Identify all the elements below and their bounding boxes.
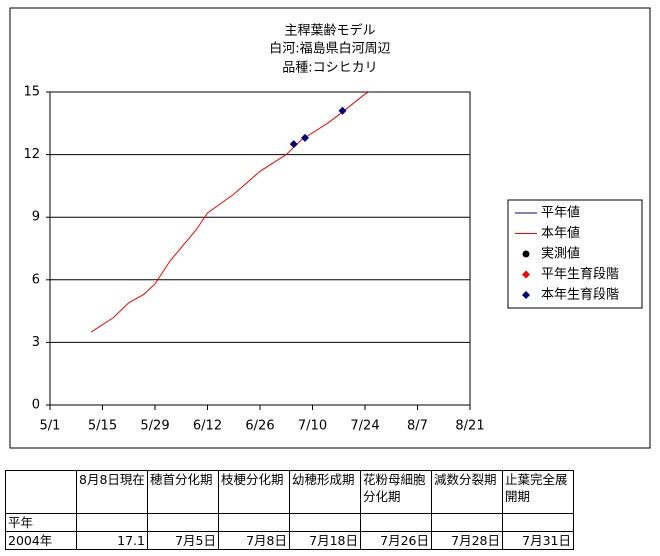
- x-tick-label: 5/29: [140, 419, 169, 434]
- table-cell: [289, 513, 361, 532]
- table-cell: 枝梗分化期: [218, 470, 290, 514]
- chart-title: 品種:コシヒカリ: [282, 60, 377, 76]
- table-cell: 減数分裂期: [431, 470, 503, 514]
- legend-swatch: [522, 291, 530, 299]
- legend-label: 平年値: [541, 205, 580, 221]
- table-cell: 平年: [5, 513, 77, 532]
- data-point: [289, 140, 298, 149]
- table-row: 平年: [5, 513, 574, 532]
- chart-title: 白河:福島県白河周辺: [269, 41, 390, 57]
- x-tick-label: 5/1: [40, 419, 61, 434]
- table-cell: 8月8日現在: [76, 470, 148, 514]
- table-row: 2004年 17.1 7月5日 7月8日 7月18日 7月26日 7月28日 7月31日: [5, 531, 574, 550]
- table-cell: [431, 513, 503, 532]
- legend-swatch: [522, 270, 530, 279]
- y-tick-label: 15: [23, 85, 40, 100]
- table-cell: 止葉完全展開期: [502, 470, 574, 514]
- data-point: [301, 133, 309, 142]
- table-cell: [76, 513, 148, 532]
- x-tick-label: 6/26: [245, 419, 274, 434]
- legend-label: 本年値: [541, 225, 580, 241]
- table-cell: [5, 470, 77, 514]
- table-cell: 7月31日: [502, 531, 574, 550]
- y-tick-label: 12: [23, 147, 40, 162]
- x-tick-label: 8/7: [407, 419, 428, 434]
- chart-title: 主稈葉齢モデル: [284, 23, 375, 39]
- table-header: 8月8日現在 穂首分化期 枝梗分化期 幼穂形成期 花粉母細胞分化期 減数分裂期 止葉完全展開…: [5, 470, 574, 514]
- table-cell: 7月18日: [289, 531, 361, 550]
- table-cell: [502, 513, 574, 532]
- table-cell: 2004年: [5, 531, 77, 550]
- legend-swatch: [522, 250, 530, 258]
- table-cell: 花粉母細胞分化期: [360, 470, 432, 514]
- data-point: [338, 106, 347, 115]
- legend-label: 本年生育段階: [541, 287, 619, 303]
- legend-label: 平年生育段階: [541, 266, 619, 282]
- table-cell: 7月26日: [360, 531, 432, 550]
- table-cell: 17.1: [76, 531, 148, 550]
- y-tick-label: 9: [32, 210, 40, 225]
- legend-box: [507, 199, 643, 309]
- x-tick-label: 7/10: [298, 419, 327, 434]
- stage-table: 8月8日現在 穂首分化期 枝梗分化期 幼穂形成期 花粉母細胞分化期 減数分裂期 止葉完全展開…: [5, 470, 574, 550]
- table-cell: [218, 513, 290, 532]
- data-line: [90, 91, 369, 333]
- table-cell: 7月28日: [431, 531, 503, 550]
- y-tick-label: 0: [32, 398, 40, 413]
- y-tick-label: 3: [32, 335, 40, 350]
- x-tick-label: 8/21: [455, 419, 484, 434]
- table-cell: [147, 513, 219, 532]
- x-tick-label: 7/24: [350, 419, 379, 434]
- y-tick-label: 6: [32, 272, 40, 287]
- x-tick-label: 5/15: [88, 419, 117, 434]
- table-cell: 7月5日: [147, 531, 219, 550]
- table-cell: 穂首分化期: [147, 470, 219, 514]
- table-cell: [360, 513, 432, 532]
- table-cell: 幼穂形成期: [289, 470, 361, 514]
- table-cell: 7月8日: [218, 531, 290, 550]
- x-tick-label: 6/12: [193, 419, 222, 434]
- legend-label: 実測値: [541, 246, 580, 262]
